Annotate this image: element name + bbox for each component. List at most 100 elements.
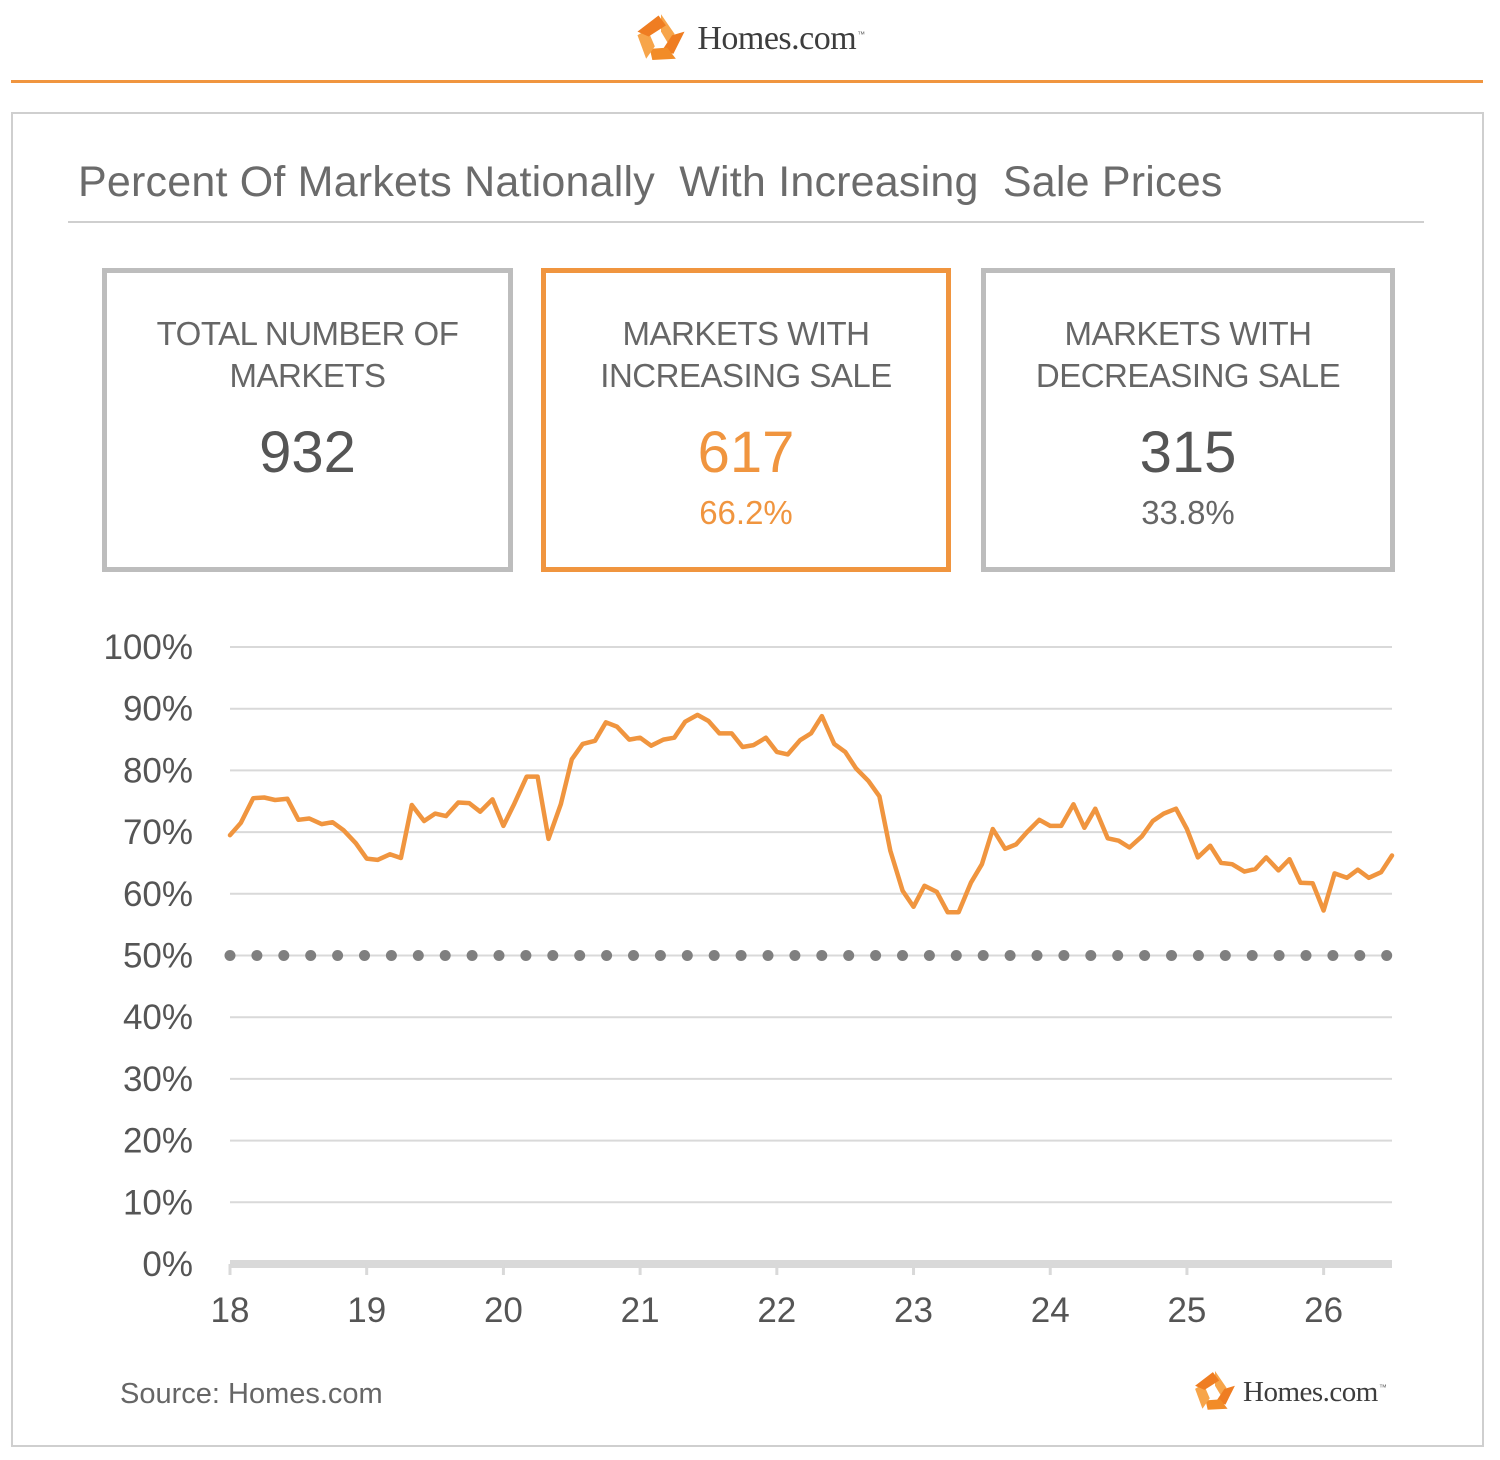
data-point bbox=[285, 797, 289, 801]
x-tick-label: 21 bbox=[621, 1291, 660, 1330]
data-point bbox=[969, 881, 973, 885]
y-tick-label: 40% bbox=[123, 998, 193, 1037]
reference-line-dot bbox=[1327, 950, 1339, 961]
data-point bbox=[901, 889, 905, 893]
y-tick-label: 30% bbox=[123, 1060, 193, 1099]
footer-brand-name: Homes.com™ bbox=[1243, 1375, 1387, 1408]
reference-line-dot bbox=[278, 950, 290, 961]
y-tick-label: 70% bbox=[123, 813, 193, 852]
stat-value: 617 bbox=[697, 420, 795, 485]
data-point bbox=[1287, 857, 1291, 861]
reference-line-dot bbox=[1192, 950, 1204, 961]
reference-line-dot bbox=[439, 950, 451, 961]
data-point bbox=[307, 817, 311, 821]
data-point bbox=[422, 819, 426, 823]
data-point bbox=[764, 736, 768, 740]
data-point bbox=[1174, 807, 1178, 811]
data-point bbox=[1311, 881, 1315, 885]
stat-value: 315 bbox=[1139, 420, 1237, 485]
data-point bbox=[570, 757, 574, 761]
header-brand-name: Homes.com™ bbox=[697, 20, 865, 57]
data-point bbox=[433, 812, 437, 816]
data-point bbox=[320, 822, 324, 826]
data-point bbox=[1356, 868, 1360, 872]
reference-line-dot bbox=[923, 950, 935, 961]
data-point bbox=[399, 856, 403, 860]
reference-line-dot bbox=[1381, 950, 1393, 961]
data-point bbox=[1093, 807, 1097, 811]
data-point bbox=[296, 818, 300, 822]
data-point bbox=[638, 736, 642, 740]
trademark-symbol: ™ bbox=[1378, 1382, 1387, 1392]
stat-value: 932 bbox=[259, 420, 356, 485]
data-point bbox=[547, 837, 551, 841]
reference-line-dot bbox=[681, 950, 693, 961]
reference-line-dot bbox=[1031, 950, 1043, 961]
data-point bbox=[1242, 870, 1246, 874]
data-point bbox=[832, 742, 836, 746]
data-point bbox=[525, 775, 529, 779]
reference-line-dot bbox=[251, 950, 263, 961]
y-tick-label: 20% bbox=[123, 1122, 193, 1161]
reference-line-dot bbox=[385, 950, 397, 961]
data-point bbox=[1253, 867, 1257, 871]
data-point bbox=[512, 802, 516, 806]
data-point bbox=[854, 767, 858, 771]
reference-line-dot bbox=[1166, 950, 1177, 961]
data-point bbox=[1219, 861, 1223, 865]
reference-line-dot bbox=[466, 950, 478, 961]
data-point bbox=[1208, 844, 1212, 848]
y-tick-label: 10% bbox=[123, 1183, 193, 1222]
reference-line-dot bbox=[1112, 950, 1124, 961]
data-point bbox=[1140, 834, 1144, 838]
data-point bbox=[501, 824, 505, 828]
data-point bbox=[354, 841, 358, 845]
y-tick-label: 0% bbox=[142, 1245, 193, 1284]
data-point bbox=[1230, 862, 1234, 866]
data-point bbox=[251, 796, 255, 800]
title-divider bbox=[68, 221, 1424, 223]
data-point bbox=[1367, 876, 1371, 880]
data-point bbox=[559, 802, 563, 806]
data-point bbox=[581, 742, 585, 746]
data-point bbox=[775, 750, 779, 754]
data-point bbox=[365, 857, 369, 861]
reference-line-dot bbox=[816, 950, 828, 961]
data-point bbox=[752, 743, 756, 747]
reference-line-dot bbox=[977, 950, 989, 961]
data-point bbox=[604, 720, 608, 724]
data-point bbox=[1037, 818, 1041, 822]
data-point bbox=[1128, 846, 1132, 850]
y-tick-label: 50% bbox=[123, 937, 193, 976]
x-tick-label: 25 bbox=[1167, 1291, 1206, 1330]
reference-line-dot bbox=[1354, 950, 1366, 961]
homes-logo-icon bbox=[637, 14, 685, 61]
data-point bbox=[980, 862, 984, 866]
data-point bbox=[456, 800, 460, 804]
reference-line-dot bbox=[1004, 950, 1016, 961]
x-tick-label: 22 bbox=[757, 1291, 796, 1330]
stat-box-increasing-markets: MARKETS WITH INCREASING SALE 617 66.2% bbox=[541, 268, 951, 572]
reference-line-dot bbox=[789, 950, 801, 961]
data-point bbox=[1025, 830, 1029, 834]
data-point bbox=[536, 775, 540, 779]
x-tick-label: 24 bbox=[1031, 1291, 1070, 1330]
series-line bbox=[227, 712, 1395, 915]
reference-line-dot bbox=[1085, 950, 1097, 961]
data-point bbox=[490, 797, 494, 801]
data-point bbox=[1071, 802, 1075, 806]
reference-line-dot bbox=[708, 950, 720, 961]
data-point bbox=[877, 794, 881, 798]
data-point bbox=[843, 750, 847, 754]
data-point bbox=[696, 713, 700, 717]
stat-label: TOTAL NUMBER OF MARKETS bbox=[156, 315, 459, 394]
y-tick-label: 80% bbox=[123, 751, 193, 790]
data-point bbox=[388, 852, 392, 856]
reference-line-dot bbox=[574, 950, 586, 961]
header-divider bbox=[11, 80, 1483, 83]
reference-line-dot bbox=[224, 950, 236, 961]
reference-line-dot bbox=[520, 950, 532, 961]
data-point bbox=[467, 801, 471, 805]
data-point bbox=[1298, 881, 1302, 885]
reference-line-dot bbox=[1058, 950, 1070, 961]
